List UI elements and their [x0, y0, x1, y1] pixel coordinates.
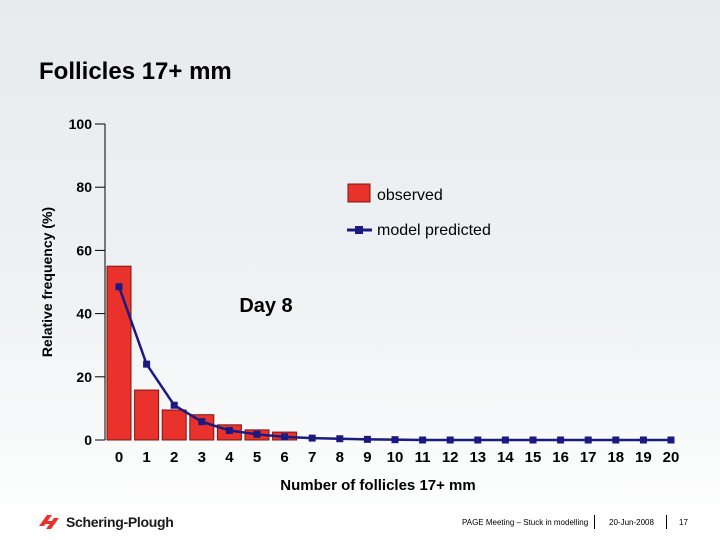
legend-model-label: model predicted	[377, 222, 491, 239]
x-tick-label: 3	[198, 449, 206, 466]
model-point	[115, 283, 123, 291]
model-point	[253, 430, 261, 438]
x-axis-label: Number of follicles 17+ mm	[280, 477, 475, 494]
x-tick-label: 0	[115, 449, 123, 466]
footer-page-number: 17	[679, 518, 688, 527]
footer-bar	[0, 506, 720, 540]
day-annotation: Day 8	[239, 295, 292, 317]
x-tick-label: 2	[170, 449, 178, 466]
model-point	[308, 434, 316, 442]
model-point	[143, 360, 151, 368]
x-tick-label: 16	[552, 449, 569, 466]
bars-group	[106, 265, 298, 441]
y-tick-label: 80	[76, 179, 92, 195]
x-tick-label: 11	[415, 449, 431, 466]
x-tick-label: 17	[580, 449, 597, 466]
model-point	[474, 436, 482, 444]
x-tick-label: 20	[663, 449, 680, 466]
bar	[134, 389, 160, 441]
slide-title: Follicles 17+ mm	[39, 58, 232, 85]
model-point	[639, 436, 647, 444]
model-point	[281, 433, 289, 441]
model-point	[336, 435, 344, 443]
schering-plough-logo-icon	[39, 515, 59, 529]
model-point	[419, 436, 427, 444]
legend: observed model predicted	[347, 183, 491, 239]
model-point	[363, 435, 371, 443]
model-point	[584, 436, 592, 444]
x-tick-label: 9	[363, 449, 371, 466]
model-point	[391, 436, 399, 444]
x-tick-label: 7	[308, 449, 316, 466]
x-tick-label: 12	[442, 449, 459, 466]
model-point	[501, 436, 509, 444]
x-tick-label: 1	[142, 449, 150, 466]
x-tick-label: 13	[469, 449, 486, 466]
y-axis-label: Relative frequency (%)	[39, 207, 55, 357]
x-tick-label: 5	[253, 449, 261, 466]
x-tick-label: 18	[607, 449, 624, 466]
model-point	[446, 436, 454, 444]
legend-observed-label: observed	[377, 187, 443, 204]
model-point	[667, 436, 675, 444]
x-tick-label: 8	[336, 449, 344, 466]
y-tick-label: 100	[69, 116, 93, 132]
model-line-group	[115, 283, 675, 444]
footer-separator-2	[666, 515, 667, 529]
model-point	[612, 436, 620, 444]
model-point	[529, 436, 537, 444]
y-tick-label: 20	[76, 369, 92, 385]
x-tick-label: 14	[497, 449, 514, 466]
model-point	[225, 427, 233, 435]
brand-name: Schering-Plough	[66, 514, 174, 530]
y-tick-label: 40	[76, 306, 92, 322]
model-point	[198, 418, 206, 426]
x-tick-label: 10	[387, 449, 404, 466]
model-point	[557, 436, 565, 444]
y-tick-label: 60	[76, 242, 92, 258]
legend-observed-swatch	[347, 183, 371, 203]
footer-date: 20-Jun-2008	[609, 518, 654, 527]
footer-meeting: PAGE Meeting – Stuck in modelling	[462, 518, 589, 527]
brand-logo: Schering-Plough	[36, 512, 174, 532]
footer-separator-1	[594, 515, 595, 529]
y-tick-label: 0	[84, 432, 92, 448]
bar	[161, 409, 187, 441]
x-tick-label: 19	[635, 449, 652, 466]
bar	[189, 414, 215, 441]
x-tick-label: 15	[525, 449, 542, 466]
legend-model-marker	[355, 226, 363, 234]
x-tick-label: 6	[280, 449, 288, 466]
x-tick-label: 4	[225, 449, 234, 466]
model-point	[170, 401, 178, 409]
bar	[106, 265, 132, 441]
